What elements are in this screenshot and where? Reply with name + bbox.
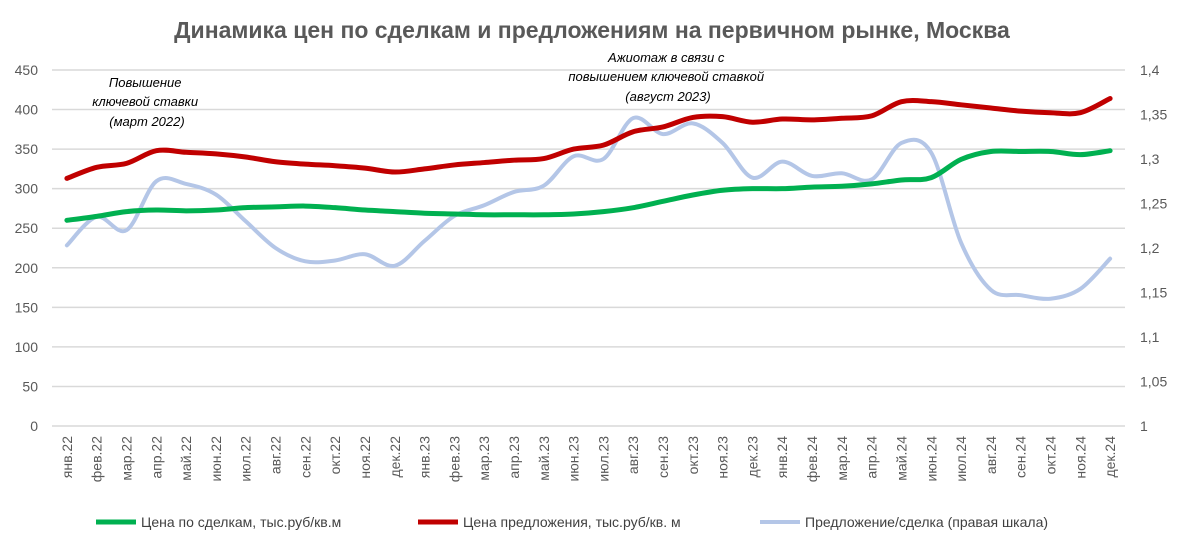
x-axis-tick-label: ноя.22 xyxy=(357,436,373,479)
left-axis-tick-label: 0 xyxy=(30,418,38,434)
right-axis-tick-label: 1,15 xyxy=(1140,285,1167,301)
left-axis-tick-label: 400 xyxy=(15,102,39,118)
x-axis-tick-label: май.24 xyxy=(893,436,909,481)
left-axis-tick-label: 150 xyxy=(15,299,39,315)
legend-label-deals: Цена по сделкам, тыс.руб/кв.м xyxy=(141,514,341,530)
x-axis-tick-label: ноя.23 xyxy=(715,436,731,479)
x-axis-tick-label: апр.24 xyxy=(864,436,880,479)
right-axis-tick-label: 1,4 xyxy=(1140,62,1160,78)
x-axis-tick-label: июн.23 xyxy=(566,436,582,482)
left-axis-tick-label: 450 xyxy=(15,62,39,78)
left-axis-tick-label: 50 xyxy=(22,378,38,394)
x-axis-tick-label: авг.22 xyxy=(268,436,284,474)
x-axis-tick-label: сен.22 xyxy=(297,436,313,478)
annotation-rush-2023: Ажиотаж в связи с повышением ключевой ст… xyxy=(568,50,767,104)
x-axis-tick-label: май.23 xyxy=(536,436,552,481)
x-axis-tick-label: июн.24 xyxy=(923,436,939,482)
right-axis-tick-label: 1 xyxy=(1140,418,1148,434)
left-axis-tick-label: 350 xyxy=(15,141,39,157)
left-axis-tick-label: 300 xyxy=(15,181,39,197)
right-axis-tick-label: 1,3 xyxy=(1140,151,1160,167)
x-axis-tick-label: окт.22 xyxy=(327,436,343,475)
x-axis-tick-label: дек.22 xyxy=(387,436,403,478)
right-axis-tick-label: 1,35 xyxy=(1140,107,1167,123)
x-axis-tick-label: мар.24 xyxy=(834,436,850,481)
x-axis-tick-label: дек.23 xyxy=(744,436,760,478)
left-axis-tick-label: 200 xyxy=(15,260,39,276)
x-axis-tick-label: авг.24 xyxy=(983,436,999,474)
x-axis-tick-label: фев.24 xyxy=(804,436,820,482)
chart-title: Динамика цен по сделкам и предложениям н… xyxy=(174,17,1010,43)
x-axis-tick-label: сен.24 xyxy=(1013,436,1029,478)
left-axis-tick-label: 250 xyxy=(15,220,39,236)
left-axis-tick-label: 100 xyxy=(15,339,39,355)
x-axis-tick-label: авг.23 xyxy=(625,436,641,474)
annotation-rate-hike-2022: Повышение ключевой ставки (март 2022) xyxy=(92,75,201,129)
x-axis-tick-label: янв.23 xyxy=(417,436,433,478)
x-axis-tick-label: апр.22 xyxy=(148,436,164,479)
x-axis-tick-label: июл.23 xyxy=(595,436,611,482)
x-axis-tick-label: июн.22 xyxy=(208,436,224,482)
x-axis-tick-label: окт.23 xyxy=(685,436,701,475)
x-axis-tick-label: янв.24 xyxy=(774,436,790,478)
x-axis-tick-label: июл.24 xyxy=(953,436,969,482)
x-axis-tick-label: июл.22 xyxy=(238,436,254,482)
x-axis-tick-label: мар.22 xyxy=(119,436,135,481)
legend-label-ratio: Предложение/сделка (правая шкала) xyxy=(805,514,1048,530)
x-axis-tick-label: янв.22 xyxy=(59,436,75,478)
x-axis-tick-label: апр.23 xyxy=(506,436,522,479)
x-axis-tick-label: окт.24 xyxy=(1042,436,1058,475)
x-axis-tick-label: фев.23 xyxy=(446,436,462,482)
x-axis-tick-label: ноя.24 xyxy=(1072,436,1088,479)
series-line-deal-price xyxy=(67,151,1110,221)
right-axis-tick-label: 1,05 xyxy=(1140,374,1167,390)
x-axis-tick-label: сен.23 xyxy=(655,436,671,478)
right-axis-tick-label: 1,2 xyxy=(1140,240,1160,256)
x-axis-tick-label: мар.23 xyxy=(476,436,492,481)
x-axis-tick-label: дек.24 xyxy=(1102,436,1118,478)
x-axis-tick-label: май.22 xyxy=(178,436,194,481)
legend-label-offers: Цена предложения, тыс.руб/кв. м xyxy=(463,514,681,530)
right-axis-tick-label: 1,1 xyxy=(1140,329,1160,345)
right-axis-tick-label: 1,25 xyxy=(1140,196,1167,212)
x-axis-tick-label: фев.22 xyxy=(89,436,105,482)
